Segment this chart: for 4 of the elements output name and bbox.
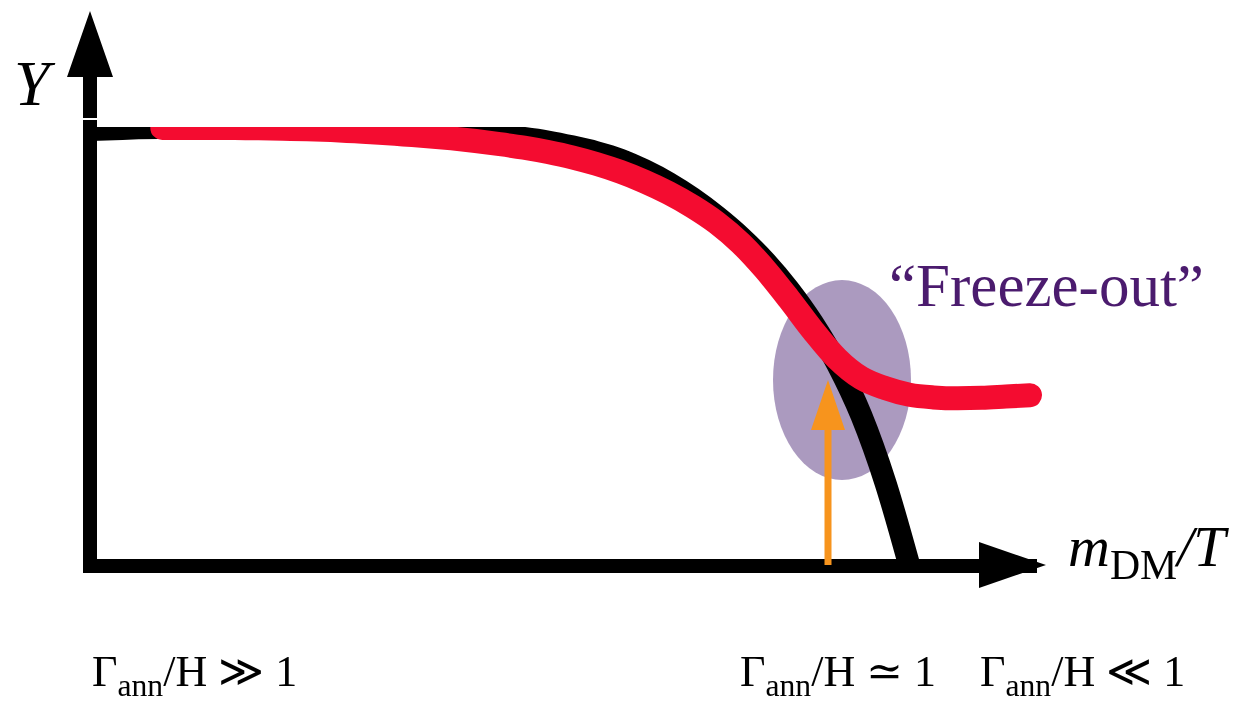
- text: Γ$_{ann}$/H ≫ 1: [92, 647, 298, 704]
- text: Γ$_{ann}$/H ≪ 1: [980, 647, 1186, 704]
- annotation: “Freeze-out”: [889, 252, 1204, 319]
- text: Γ$_{ann}$/H ≃ 1: [740, 647, 937, 704]
